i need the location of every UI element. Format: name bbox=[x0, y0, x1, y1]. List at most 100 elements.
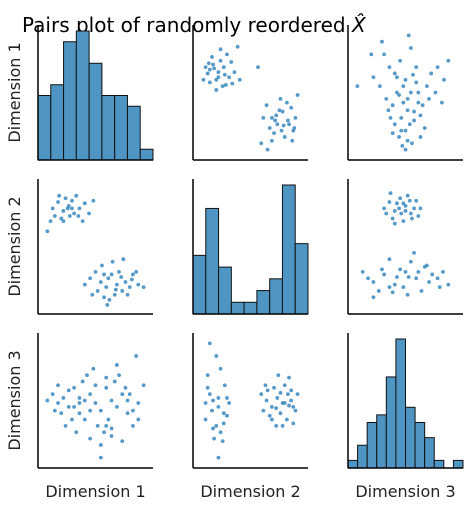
scatter-point-2-43 bbox=[355, 84, 360, 89]
scatter-point-5-20 bbox=[74, 430, 79, 435]
scatter-point-1-48 bbox=[290, 138, 295, 143]
scatter-point-6-28 bbox=[275, 396, 280, 400]
scatter-point-5-27 bbox=[112, 379, 117, 384]
scatter-point-2-21 bbox=[425, 84, 429, 89]
scatter-point-6-38 bbox=[284, 417, 289, 422]
scatter-point-1-43 bbox=[279, 128, 284, 133]
scatter-point-3-49 bbox=[121, 257, 126, 262]
scatter-point-2-45 bbox=[380, 39, 384, 44]
scatter-point-5-55 bbox=[104, 424, 109, 428]
scatter-point-4-18 bbox=[403, 209, 408, 213]
y-axis-label-1: Dimension 1 bbox=[5, 42, 24, 142]
scatter-point-5-36 bbox=[88, 436, 93, 441]
scatter-point-1-12 bbox=[232, 70, 237, 75]
scatter-point-6-44 bbox=[261, 408, 266, 413]
scatter-point-5-53 bbox=[109, 426, 114, 431]
scatter-point-4-23 bbox=[401, 201, 406, 206]
scatter-point-2-33 bbox=[412, 118, 416, 123]
scatter-point-3-14 bbox=[67, 214, 72, 218]
scatter-point-3-26 bbox=[109, 272, 114, 277]
scatter-point-2-22 bbox=[429, 71, 434, 76]
scatter-point-1-51 bbox=[261, 116, 266, 120]
scatter-point-2-9 bbox=[405, 96, 410, 101]
scatter-point-4-4 bbox=[398, 196, 403, 201]
scatter-point-6-40 bbox=[276, 373, 281, 377]
scatter-point-2-46 bbox=[406, 33, 411, 38]
scatter-point-6-21 bbox=[225, 413, 229, 418]
scatter-point-3-41 bbox=[119, 275, 124, 279]
scatter-point-5-54 bbox=[77, 401, 82, 405]
scatter-point-5-13 bbox=[115, 404, 119, 409]
scatter-point-6-36 bbox=[267, 413, 272, 418]
scatter-point-5-8 bbox=[88, 392, 93, 397]
scatter-point-1-49 bbox=[273, 118, 278, 123]
scatter-point-3-23 bbox=[70, 206, 74, 211]
scatter-point-2-39 bbox=[414, 80, 419, 85]
scatter-point-3-44 bbox=[82, 282, 87, 287]
scatter-point-1-26 bbox=[230, 81, 235, 86]
scatter-point-6-39 bbox=[293, 408, 298, 413]
scatter-point-4-15 bbox=[410, 216, 414, 221]
scatter-point-2-54 bbox=[416, 100, 421, 105]
pairs-grid: Dimension 1 Dimension 1 Dimension 2 Dimensi… bbox=[5, 25, 464, 501]
scatter-point-3-22 bbox=[76, 214, 81, 218]
scatter-point-3-47 bbox=[90, 292, 95, 297]
scatter-point-2-53 bbox=[397, 93, 401, 97]
scatter-point-2-16 bbox=[397, 135, 401, 139]
hist-bar-3-7 bbox=[405, 406, 416, 469]
scatter-point-4-29 bbox=[414, 276, 419, 281]
scatter-point-6-51 bbox=[287, 403, 291, 408]
scatter-point-6-47 bbox=[291, 421, 296, 426]
scatter-point-5-19 bbox=[70, 417, 74, 422]
scatter-point-3-51 bbox=[102, 272, 106, 277]
scatter-point-3-1 bbox=[50, 206, 55, 211]
scatter-point-3-45 bbox=[100, 263, 104, 268]
scatter-point-3-50 bbox=[129, 277, 134, 282]
scatter-point-1-40 bbox=[293, 116, 298, 120]
scatter-point-6-17 bbox=[218, 366, 223, 371]
scatter-point-2-20 bbox=[420, 103, 425, 108]
scatter-point-5-12 bbox=[109, 398, 114, 403]
scatter-point-2-27 bbox=[377, 84, 382, 89]
hist-bar-2-2 bbox=[205, 207, 220, 315]
scatter-point-1-44 bbox=[284, 100, 289, 105]
hist-bar-3-4 bbox=[376, 414, 387, 469]
scatter-point-5-52 bbox=[88, 408, 93, 413]
scatter-point-3-24 bbox=[98, 280, 103, 284]
scatter-point-1-14 bbox=[207, 80, 212, 85]
scatter-point-2-52 bbox=[386, 108, 391, 113]
scatter-point-1-25 bbox=[206, 61, 211, 66]
scatter-point-3-43 bbox=[134, 270, 139, 274]
hist-bar-2-3 bbox=[218, 266, 232, 315]
hist-bar-1-5 bbox=[88, 62, 103, 161]
scatter-point-6-43 bbox=[280, 424, 285, 428]
scatter-point-4-40 bbox=[366, 276, 370, 281]
scatter-point-1-20 bbox=[218, 47, 223, 52]
scatter-point-1-8 bbox=[221, 65, 226, 69]
scatter-point-4-33 bbox=[376, 289, 381, 293]
scatter-point-3-53 bbox=[113, 287, 118, 292]
scatter-point-6-6 bbox=[218, 430, 223, 435]
scatter-point-1-15 bbox=[229, 60, 234, 64]
scatter-point-6-10 bbox=[220, 439, 225, 444]
scatter-point-1-13 bbox=[220, 84, 225, 89]
scatter-point-6-46 bbox=[265, 388, 270, 393]
scatter-point-5-33 bbox=[59, 411, 64, 416]
hist-bar-3-5 bbox=[385, 376, 397, 469]
scatter-point-4-9 bbox=[401, 219, 406, 224]
scatter-point-2-28 bbox=[384, 96, 389, 101]
scatter-point-4-43 bbox=[395, 275, 399, 279]
scatter-point-2-29 bbox=[388, 116, 393, 120]
scatter-point-2-38 bbox=[408, 90, 413, 95]
scatter-point-6-15 bbox=[222, 383, 227, 388]
scatter-point-6-4 bbox=[207, 392, 212, 397]
scatter-point-2-51 bbox=[411, 72, 415, 77]
scatter-point-1-29 bbox=[275, 122, 280, 127]
scatter-point-1-41 bbox=[259, 141, 264, 146]
scatter-point-5-2 bbox=[56, 401, 60, 405]
scatter-point-4-49 bbox=[401, 285, 406, 290]
scatter-point-5-39 bbox=[120, 439, 125, 444]
hist-bar-3-6 bbox=[395, 338, 407, 469]
scatter-point-1-52 bbox=[292, 126, 297, 130]
scatter-point-6-27 bbox=[270, 404, 274, 409]
